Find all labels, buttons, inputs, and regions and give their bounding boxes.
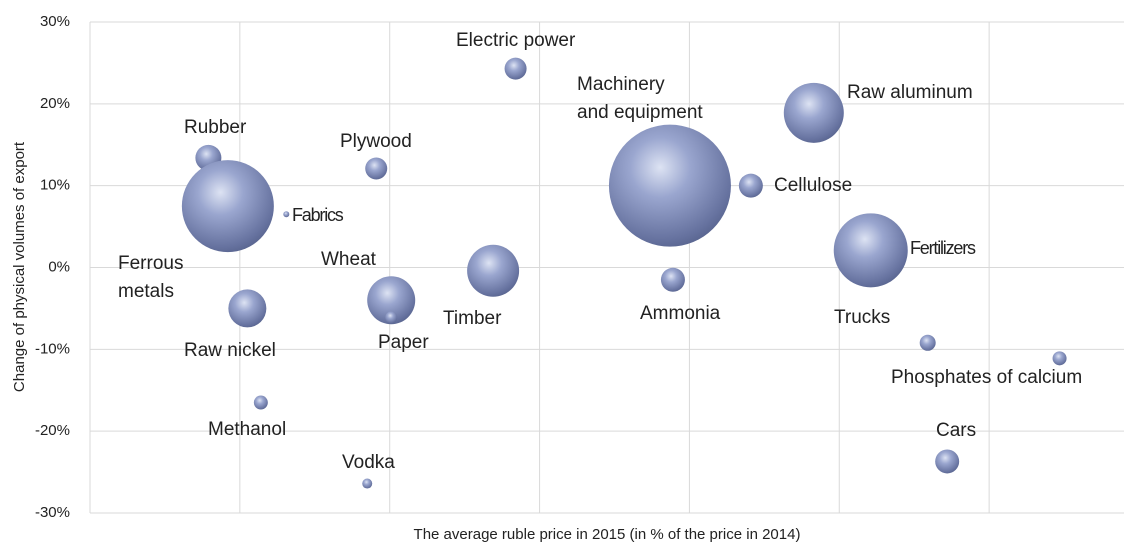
label-line: Machinery	[577, 74, 665, 95]
bubble	[467, 244, 520, 297]
y-tick-label: 30%	[40, 13, 70, 30]
data-label: Wheat	[321, 249, 377, 270]
data-label: Vodka	[342, 452, 395, 473]
data-label: Rubber	[184, 117, 247, 138]
x-axis-title: The average ruble price in 2015 (in % of…	[414, 526, 801, 543]
data-label: Plywood	[340, 131, 412, 152]
bubble	[228, 289, 267, 328]
data-label: Fertilizers	[910, 238, 976, 258]
y-tick-label: -30%	[35, 504, 70, 521]
y-tick-label: 10%	[40, 177, 70, 194]
label-line: metals	[118, 281, 174, 302]
bubble	[919, 334, 936, 351]
bubble	[738, 173, 763, 198]
data-label: Cellulose	[774, 175, 852, 196]
data-label: Machinery and equipment	[577, 74, 703, 123]
data-label: Fabrics	[292, 205, 344, 225]
bubble	[283, 211, 290, 218]
bubble	[935, 449, 960, 474]
data-label: Cars	[936, 420, 976, 441]
data-label: Raw nickel	[184, 340, 276, 361]
y-tick-label: 0%	[48, 258, 70, 275]
bubble	[365, 157, 388, 180]
data-label: Paper	[378, 332, 429, 353]
data-label: Timber	[443, 308, 502, 329]
data-label: Trucks	[834, 307, 890, 328]
y-tick-label: 20%	[40, 95, 70, 112]
y-axis-title: Change of physical volumes of export	[11, 141, 28, 392]
y-tick-label: -10%	[35, 340, 70, 357]
label-line: and equipment	[577, 102, 703, 123]
bubble	[608, 124, 731, 247]
data-label: Raw aluminum	[847, 82, 973, 103]
data-label: Phosphates of calcium	[891, 367, 1082, 388]
bubble	[253, 395, 268, 410]
bubble	[367, 276, 416, 325]
data-label: Methanol	[208, 419, 286, 440]
data-label: Electric power	[456, 30, 576, 51]
y-tick-label: -20%	[35, 422, 70, 439]
bubble	[181, 160, 274, 253]
label-line: Ferrous	[118, 253, 183, 274]
bubble	[385, 311, 398, 324]
bubble	[833, 213, 908, 288]
bubble	[362, 478, 373, 489]
data-label: Ferrous metals	[118, 253, 183, 302]
bubble	[783, 82, 844, 143]
bubble	[504, 57, 527, 80]
data-label: Ammonia	[640, 303, 721, 324]
bubble	[1052, 351, 1067, 366]
bubble	[660, 267, 685, 292]
